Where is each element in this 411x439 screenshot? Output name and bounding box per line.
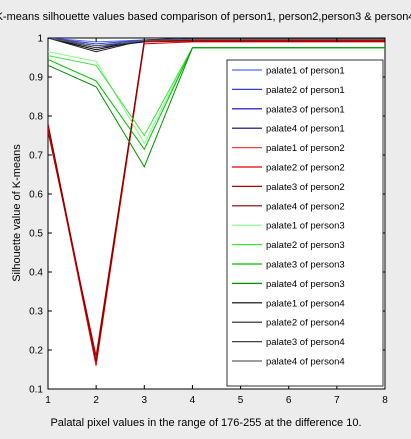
x-tick-label: 1 — [45, 395, 51, 406]
legend-label: palate4 of person1 — [266, 124, 345, 135]
legend-label: palate2 of person2 — [266, 163, 345, 174]
legend-label: palate4 of person2 — [266, 201, 345, 212]
legend-label: palate1 of person1 — [266, 66, 345, 77]
x-tick-label: 5 — [238, 395, 244, 406]
legend-item: palate2 of person3 — [232, 240, 345, 251]
legend-label: palate3 of person3 — [266, 260, 345, 271]
legend-label: palate1 of person3 — [266, 221, 345, 232]
legend-label: palate1 of person4 — [266, 298, 345, 309]
legend-item: palate3 of person4 — [232, 337, 345, 348]
series-layer — [48, 38, 385, 366]
legend-label: palate3 of person2 — [266, 182, 345, 193]
legend-label: palate2 of person4 — [266, 318, 345, 329]
y-axis-label: Silhouette value of K-means — [11, 144, 23, 282]
legend-label: palate3 of person4 — [266, 337, 345, 348]
x-tick-label: 8 — [382, 395, 388, 406]
legend-item: palate2 of person2 — [232, 163, 345, 174]
y-tick-label: 0.1 — [29, 385, 43, 396]
y-tick-label: 1 — [37, 34, 43, 45]
legend-item: palate2 of person1 — [232, 85, 345, 96]
legend: palate1 of person1 palate2 of person1 pala… — [226, 59, 384, 387]
series-line-2 — [48, 38, 385, 45]
legend-item: palate1 of person3 — [232, 221, 345, 232]
x-tick-label: 3 — [142, 395, 148, 406]
legend-item: palate2 of person4 — [232, 318, 345, 329]
legend-label: palate4 of person4 — [266, 357, 345, 368]
legend-item: palate1 of person1 — [232, 66, 345, 77]
legend-items: palate1 of person1 palate2 of person1 pala… — [232, 66, 345, 368]
y-tick-label: 0.4 — [29, 268, 43, 279]
legend-item: palate4 of person2 — [232, 201, 345, 212]
x-tick-label: 7 — [334, 395, 340, 406]
legend-label: palate1 of person2 — [266, 143, 345, 154]
legend-item: palate4 of person4 — [232, 357, 345, 368]
x-tick-label: 6 — [286, 395, 292, 406]
y-tick-label: 0.3 — [29, 307, 43, 318]
series-line-6 — [48, 41, 385, 366]
series-line-16 — [48, 38, 385, 47]
legend-label: palate2 of person3 — [266, 240, 345, 251]
x-tick-label: 2 — [93, 395, 99, 406]
chart-title: K-means silhouette values based comparis… — [0, 11, 411, 23]
legend-item: palate3 of person3 — [232, 260, 345, 271]
series-line-8 — [48, 39, 385, 362]
y-tick-label: 0.7 — [29, 151, 43, 162]
legend-item: palate3 of person1 — [232, 104, 345, 115]
legend-label: palate4 of person3 — [266, 279, 345, 290]
legend-item: palate4 of person1 — [232, 124, 345, 135]
legend-item: palate4 of person3 — [232, 279, 345, 290]
series-line-1 — [48, 38, 385, 43]
x-tick-label: 4 — [190, 395, 196, 406]
legend-label: palate2 of person1 — [266, 85, 345, 96]
x-axis-label: Palatal pixel values in the range of 176… — [50, 417, 361, 429]
legend-item: palate1 of person4 — [232, 298, 345, 309]
legend-item: palate1 of person2 — [232, 143, 345, 154]
axis-ticks: 1 2 3 4 5 6 7 8 0.1 0.2 0.3 0.4 0.5 0.6 0.7 0.8 0.9 1 — [29, 34, 388, 407]
series-line-12 — [48, 47, 385, 168]
y-tick-label: 0.9 — [29, 73, 43, 84]
y-tick-label: 0.6 — [29, 190, 43, 201]
legend-label: palate3 of person1 — [266, 104, 345, 115]
y-tick-label: 0.8 — [29, 112, 43, 123]
y-tick-label: 0.5 — [29, 229, 43, 240]
legend-box — [226, 59, 384, 387]
legend-item: palate3 of person2 — [232, 182, 345, 193]
y-tick-label: 0.2 — [29, 346, 43, 357]
